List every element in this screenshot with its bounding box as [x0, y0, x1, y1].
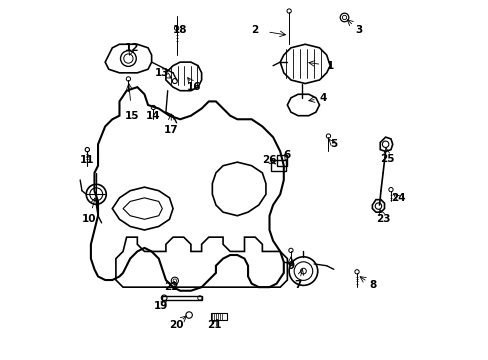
Text: 11: 11	[80, 156, 94, 165]
Text: 15: 15	[124, 111, 139, 121]
Text: 19: 19	[153, 301, 167, 311]
Text: 20: 20	[169, 320, 183, 330]
Text: 4: 4	[319, 93, 326, 103]
Text: 23: 23	[376, 214, 390, 224]
Text: 22: 22	[163, 282, 178, 292]
Text: 24: 24	[390, 193, 405, 203]
Text: 7: 7	[294, 280, 301, 291]
Bar	[210, 313, 226, 320]
Text: 17: 17	[163, 125, 178, 135]
Text: 3: 3	[354, 25, 362, 35]
Text: 9: 9	[287, 261, 294, 271]
Text: 10: 10	[81, 214, 96, 224]
Text: 21: 21	[206, 320, 221, 330]
Text: 12: 12	[124, 43, 139, 53]
Text: 2: 2	[251, 25, 258, 35]
Text: 8: 8	[369, 280, 376, 291]
Text: 13: 13	[155, 68, 169, 78]
Text: 5: 5	[329, 139, 337, 149]
Text: 25: 25	[379, 154, 394, 163]
Text: 26: 26	[262, 156, 276, 165]
Text: 6: 6	[283, 150, 290, 160]
Text: 1: 1	[326, 61, 333, 71]
Text: 18: 18	[173, 25, 187, 35]
Text: 16: 16	[187, 82, 202, 92]
Text: 14: 14	[146, 111, 161, 121]
